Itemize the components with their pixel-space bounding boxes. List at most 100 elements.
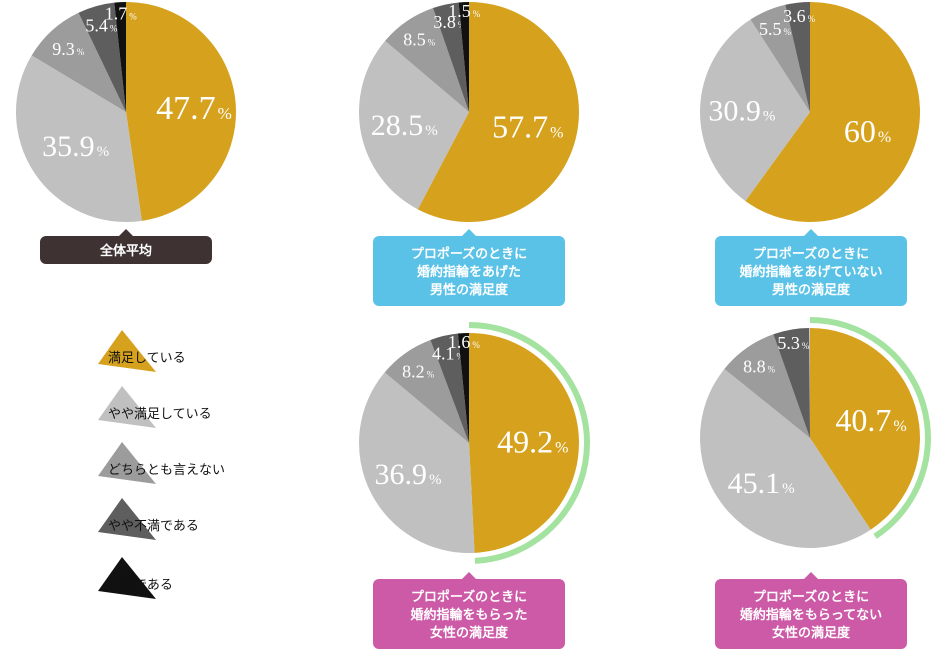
slice-label: 60%: [844, 113, 891, 149]
legend-label: やや不満である: [108, 519, 199, 534]
slice-label: 45.1%: [728, 467, 795, 500]
pie-slice-neutral: [750, 4, 810, 112]
chart-caption: 全体平均: [40, 229, 212, 264]
slice-value: 60: [844, 113, 876, 149]
caption-box: [715, 236, 907, 306]
slice-label: 1.5%: [448, 1, 481, 21]
slice-label: 40.7%: [835, 402, 906, 438]
caption-line: 女性の満足度: [772, 625, 851, 641]
slice-label: 1.6%: [448, 332, 481, 352]
slice-value: 3.6: [783, 6, 806, 26]
slice-label: 8.2%: [402, 361, 435, 381]
caption-pointer: [461, 229, 477, 237]
slice-value: 40.7: [835, 402, 891, 438]
legend-swatch: [98, 442, 156, 484]
slice-label: 5.4%: [85, 16, 118, 36]
pie-slice-unsatisfied: [458, 2, 469, 112]
legend-label: 満足している: [108, 351, 186, 366]
slice-label: 28.5%: [371, 109, 438, 142]
pie-slice-somewhat-unsatisfied: [773, 328, 810, 438]
pie-slice-somewhat-satisfied: [358, 40, 469, 210]
caption-box: [373, 579, 565, 649]
caption-line: 婚約指輪をあげていない: [739, 264, 882, 280]
slice-label: 35.9%: [42, 130, 109, 163]
legend-item-somewhat-satisfied: やや満足している: [98, 386, 212, 428]
slice-value: 5.4: [85, 16, 108, 36]
percent-sign: %: [550, 125, 563, 142]
slice-label: 5.3%: [777, 333, 810, 353]
slice-label: 5.5%: [759, 19, 792, 39]
percent-sign: %: [97, 144, 110, 160]
pie-slice-satisfied: [745, 2, 920, 222]
slice-label: 3.6%: [783, 6, 816, 26]
pie-slice-somewhat-unsatisfied: [78, 2, 126, 112]
slice-value: 45.1: [728, 467, 781, 500]
slice-value: 3.8: [433, 12, 456, 32]
caption-line: 婚約指輪をもらってない: [740, 607, 882, 623]
legend-label: どちらとも言えない: [108, 463, 225, 478]
percent-sign: %: [218, 104, 232, 123]
legend-swatch: [98, 498, 156, 540]
slice-value: 47.7: [156, 90, 216, 127]
slice-label: 8.8%: [743, 356, 776, 376]
percent-sign: %: [808, 14, 816, 24]
legend-item-unsatisfied: 不満である: [98, 557, 173, 599]
pie-slice-satisfied: [126, 2, 236, 221]
percent-sign: %: [782, 481, 795, 497]
percent-sign: %: [472, 340, 480, 350]
slice-value: 8.2: [402, 361, 425, 381]
legend-swatch: [98, 386, 156, 428]
caption-box: [715, 579, 907, 649]
pie-slice-somewhat-satisfied: [15, 55, 142, 223]
slice-label: 30.9%: [708, 95, 775, 128]
pie-slice-somewhat-satisfied: [700, 368, 871, 548]
highlight-arc: [809, 317, 931, 539]
caption-line: プロポーズのときに: [753, 246, 869, 262]
pie-slice-satisfied: [469, 333, 579, 553]
percent-sign: %: [768, 364, 776, 374]
legend-swatch: [98, 330, 156, 372]
slice-label: 1.7%: [105, 3, 138, 23]
slice-value: 36.9: [374, 458, 427, 491]
pie-slice-neutral: [724, 334, 810, 438]
legend-item-neutral: どちらとも言えない: [98, 442, 225, 484]
slice-value: 49.2: [497, 424, 553, 460]
pie-chart-5: 40.7 %45.1 %8.8 %5.3%: [700, 317, 931, 548]
slice-value: 4.1: [432, 343, 455, 363]
slice-value: 1.6: [448, 332, 471, 352]
pie-slice-neutral: [384, 339, 469, 443]
percent-sign: %: [783, 27, 791, 37]
caption-line: 男性の満足度: [430, 282, 509, 298]
caption-box: [373, 236, 565, 306]
slice-label: 8.5%: [403, 30, 436, 50]
pie-slice-somewhat-unsatisfied: [785, 2, 810, 112]
percent-sign: %: [110, 24, 118, 34]
slice-value: 5.3: [777, 333, 800, 353]
percent-sign: %: [77, 47, 85, 57]
pie-slice-satisfied: [810, 328, 920, 530]
caption-pointer: [803, 572, 819, 580]
percent-sign: %: [893, 418, 906, 435]
caption-line: 全体平均: [99, 243, 152, 259]
slice-value: 30.9: [708, 95, 761, 128]
legend-label: 不満である: [108, 578, 173, 593]
pie-slice-satisfied: [417, 2, 579, 222]
caption-line: 婚約指輪をもらった: [410, 607, 527, 623]
pie-chart-3: 60 %30.9 %5.5 %3.6%: [700, 2, 920, 222]
pie-chart-2: 57.7%28.5%8.5%3.8%1.5%: [358, 1, 579, 222]
caption-pointer: [118, 229, 134, 237]
pie-slice-somewhat-unsatisfied: [433, 2, 469, 113]
slice-value: 5.5: [759, 19, 782, 39]
pie-chart-1: 47.7 %35.9 %9.3 %5.4 %1.7%: [15, 2, 236, 223]
caption-line: 婚約指輪をあげた: [417, 264, 521, 280]
slice-value: 28.5: [371, 109, 424, 142]
pie-slice-unsatisfied: [114, 2, 126, 112]
slice-label: 9.3%: [52, 39, 85, 59]
caption-line: プロポーズのときに: [753, 589, 869, 605]
